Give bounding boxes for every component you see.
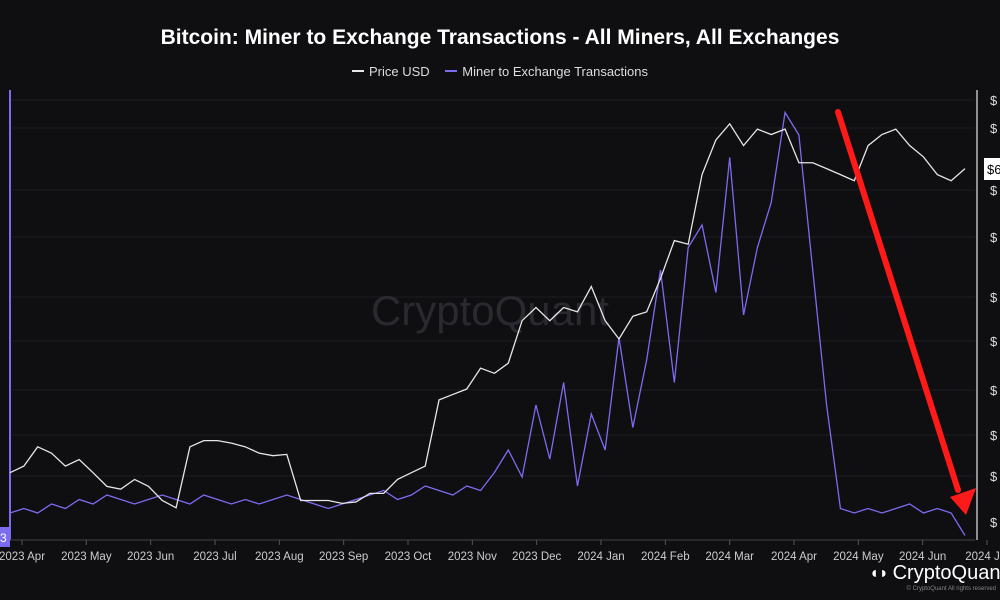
- miner-tx-line: [9, 110, 966, 536]
- legend-label: Miner to Exchange Transactions: [462, 63, 649, 79]
- x-tick-label: 2024 May: [833, 551, 884, 563]
- x-tick-label: 2024 Jul: [965, 551, 1000, 563]
- y-tick-label: $: [990, 428, 998, 443]
- x-tick-label: 2023 Jun: [127, 551, 174, 563]
- x-tick-label: 2023 Nov: [448, 551, 497, 563]
- y-tick-label: $: [990, 93, 998, 108]
- y-tick-label: $: [990, 121, 998, 136]
- x-tick-label: 2024 Feb: [641, 551, 690, 563]
- x-tick-label: 2023 Oct: [385, 551, 432, 563]
- label-box: [984, 158, 1000, 180]
- annotation-arrow-head: [950, 488, 976, 515]
- x-tick-label: 2024 Mar: [705, 551, 754, 563]
- y-tick-label: $: [990, 334, 998, 349]
- y-tick-label: $: [990, 230, 998, 245]
- copyright: © CryptoQuant All rights reserved: [906, 586, 996, 592]
- annotation-arrow-shaft: [835, 109, 961, 493]
- x-tick-label: 2023 Sep: [319, 551, 368, 563]
- y-tick-label: $: [990, 469, 998, 484]
- price-current-label: $6: [984, 158, 1000, 180]
- label-text: 3: [0, 531, 7, 545]
- x-tick-label: 2023 Dec: [512, 551, 561, 563]
- y-tick-label: $: [990, 515, 998, 530]
- label-text: $6: [987, 162, 1000, 177]
- cryptoquant-logo: ◖◗ CryptoQuant: [869, 562, 1000, 585]
- legend-swatch: [351, 70, 364, 72]
- chart-title: Bitcoin: Miner to Exchange Transactions …: [160, 26, 840, 49]
- logo-text: CryptoQuant: [892, 562, 1000, 584]
- x-tick-label: 2023 May: [61, 551, 112, 563]
- x-tick-label: 2024 Apr: [771, 551, 817, 563]
- legend: Price USD Miner to Exchange Transactions: [0, 60, 1000, 79]
- label-box: [0, 527, 10, 547]
- y-tick-label: $: [990, 183, 998, 198]
- x-tick-label: 2024 Jan: [577, 551, 624, 563]
- legend-label: Price USD: [368, 63, 430, 79]
- price-line: [9, 122, 966, 509]
- y-tick-label: $: [990, 290, 998, 305]
- miner-current-label: 3: [0, 527, 10, 547]
- x-tick-label: 2023 Apr: [0, 551, 45, 563]
- legend-item-miner-tx[interactable]: Miner to Exchange Transactions: [445, 64, 648, 79]
- x-tick-label: 2023 Aug: [255, 551, 304, 563]
- watermark: CryptoQuant: [371, 287, 609, 334]
- logo-icon: ◖◗: [869, 564, 889, 582]
- legend-item-price[interactable]: Price USD: [351, 63, 430, 79]
- x-tick-label: 2024 Jun: [899, 551, 946, 563]
- legend-swatch: [445, 70, 458, 72]
- x-tick-label: 2023 Jul: [193, 551, 236, 563]
- y-tick-label: $: [990, 383, 998, 398]
